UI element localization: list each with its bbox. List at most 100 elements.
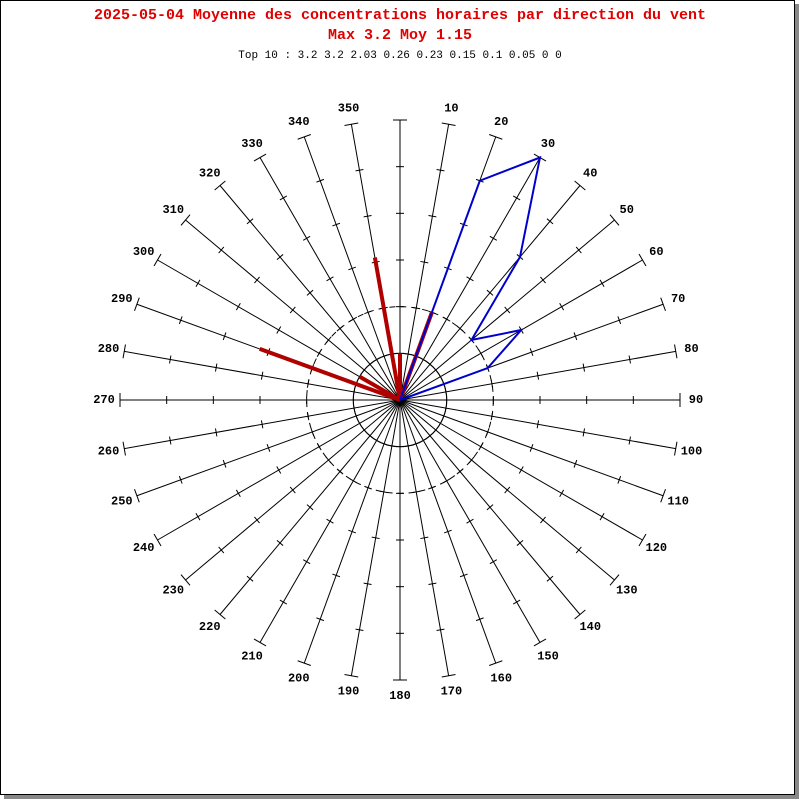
r-tick [489, 134, 503, 140]
r-tick [420, 536, 429, 540]
r-tick [674, 441, 678, 456]
r-tick [316, 178, 325, 183]
r-tick [355, 628, 364, 631]
r-tick [363, 582, 372, 586]
bar [358, 374, 402, 402]
r-tick [279, 599, 288, 605]
r-tick [617, 475, 622, 484]
r-tick [609, 574, 620, 586]
r-tick [441, 674, 456, 678]
theta-tick-label: 190 [338, 685, 360, 699]
r-tick [218, 546, 225, 554]
theta-tick-label: 100 [681, 445, 703, 459]
r-tick [489, 559, 498, 565]
r-tick [326, 276, 334, 282]
r-tick [540, 516, 546, 524]
chart-title: 2025-05-04 Moyenne des concentrations ho… [94, 7, 706, 24]
theta-tick-label: 10 [444, 102, 458, 116]
r-tick [297, 660, 311, 666]
r-tick [559, 302, 565, 311]
theta-tick-label: 20 [494, 115, 508, 129]
r-tick [546, 575, 554, 582]
theta-tick-label: 270 [93, 393, 115, 407]
r-tick [214, 363, 218, 372]
r-tick [214, 609, 226, 620]
theta-tick-label: 50 [620, 203, 634, 217]
r-tick [504, 486, 511, 494]
r-tick [260, 371, 264, 380]
r-tick [122, 441, 126, 456]
bar [258, 347, 401, 402]
r-tick [599, 512, 605, 521]
r-tick [246, 575, 254, 582]
r-tick [302, 559, 311, 565]
r-tick [266, 443, 271, 452]
r-tick [475, 617, 484, 622]
r-tick [153, 253, 162, 267]
r-tick [512, 195, 521, 201]
theta-tick-label: 110 [667, 494, 689, 508]
r-tick [178, 475, 183, 484]
r-tick [214, 180, 226, 191]
r-tick [316, 617, 325, 622]
theta-tick-label: 140 [579, 620, 601, 634]
r-tick [222, 459, 227, 468]
theta-tick-label: 280 [98, 342, 120, 356]
theta-tick-label: 340 [288, 115, 310, 129]
theta-tick-label: 120 [646, 541, 668, 555]
r-tick [348, 529, 357, 534]
theta-tick-label: 300 [133, 245, 155, 259]
r-tick [420, 260, 429, 264]
theta-tick-label: 350 [338, 102, 360, 116]
r-tick [459, 573, 468, 578]
r-tick [195, 279, 201, 288]
r-tick [441, 122, 456, 126]
r-tick [674, 344, 678, 359]
r-tick [276, 326, 282, 334]
theta-tick-label: 330 [241, 137, 263, 151]
r-tick [332, 573, 341, 578]
r-tick [302, 235, 311, 241]
r-tick [363, 214, 372, 218]
r-tick [169, 355, 172, 364]
r-tick [559, 489, 565, 498]
theta-tick-label: 240 [133, 541, 155, 555]
theta-tick-label: 150 [537, 650, 559, 664]
r-tick [443, 529, 452, 534]
r-tick [344, 674, 359, 678]
r-tick [306, 289, 314, 296]
r-tick [609, 214, 620, 226]
r-tick [628, 436, 631, 445]
r-tick [371, 536, 380, 540]
r-tick [428, 214, 437, 218]
theta-tick-label: 60 [649, 245, 663, 259]
r-tick [355, 169, 364, 172]
r-tick [436, 628, 445, 631]
r-tick [180, 214, 191, 226]
theta-tick-label: 80 [684, 342, 698, 356]
line [399, 155, 542, 401]
r-tick [235, 489, 241, 498]
r-tick [169, 436, 172, 445]
r-tick [297, 134, 311, 140]
r-tick [660, 489, 666, 503]
r-tick [218, 246, 225, 254]
theta-tick-label: 130 [616, 583, 638, 597]
r-tick [617, 316, 622, 325]
theta-tick-label: 230 [162, 583, 184, 597]
r-tick [529, 443, 534, 452]
r-tick [638, 533, 647, 547]
theta-tick-label: 320 [199, 166, 221, 180]
r-tick [195, 512, 201, 521]
ring [306, 306, 494, 494]
r-tick [134, 297, 140, 311]
r-tick [153, 533, 162, 547]
theta-tick-label: 290 [111, 292, 133, 306]
r-tick [279, 195, 288, 201]
r-tick [489, 235, 498, 241]
theta-tick-label: 180 [389, 689, 411, 703]
r-tick [536, 371, 540, 380]
r-tick [276, 254, 284, 260]
annotation: Top 10 : 3.2 3.2 2.03 0.26 0.23 0.15 0.1… [238, 50, 561, 62]
